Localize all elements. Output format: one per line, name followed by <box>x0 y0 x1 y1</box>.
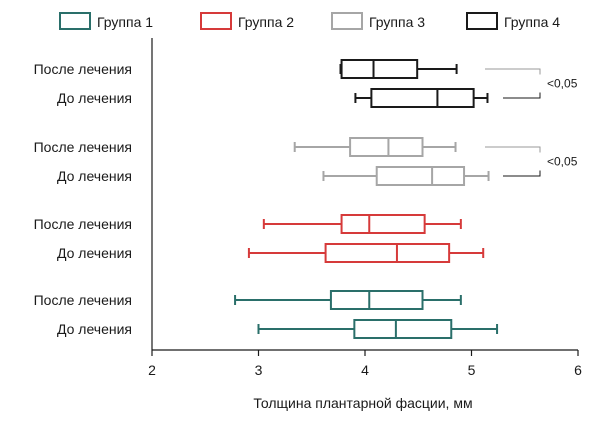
category-label: До лечения <box>57 90 132 106</box>
legend-item-3: Группа 3 <box>331 12 425 30</box>
p-value-label: <0,05 <box>547 155 578 169</box>
box-группа-1-после-лечения <box>234 290 462 310</box>
legend-swatch <box>59 12 91 30</box>
bracket-upper <box>485 68 541 75</box>
legend-item-1: Группа 1 <box>59 12 153 30</box>
p-value-label: <0,05 <box>547 77 578 91</box>
category-label: После лечения <box>34 61 132 77</box>
significance-brackets: <0,05 <0,05 <box>485 68 578 177</box>
box-группа-4-после-лечения <box>339 59 458 79</box>
iqr-box <box>375 166 466 186</box>
x-tick-label: 6 <box>574 362 582 378</box>
box-группа-3-после-лечения <box>293 137 457 157</box>
iqr-box <box>353 319 453 339</box>
legend-label: Группа 2 <box>238 14 294 30</box>
bracket-upper <box>485 146 541 153</box>
iqr-box <box>340 59 419 79</box>
legend-swatch <box>466 12 498 30</box>
boxes <box>234 59 499 339</box>
box-группа-4-до-лечения <box>354 88 489 108</box>
category-label: После лечения <box>34 292 132 308</box>
category-label: После лечения <box>34 139 132 155</box>
x-tick-label: 5 <box>468 362 476 378</box>
box-группа-3-до-лечения <box>322 166 490 186</box>
legend-item-2: Группа 2 <box>200 12 294 30</box>
significance-bracket: <0,05 <box>485 146 578 177</box>
category-label: После лечения <box>34 216 132 232</box>
category-label: До лечения <box>57 168 132 184</box>
iqr-box <box>329 290 424 310</box>
x-tick-label: 2 <box>148 362 156 378</box>
iqr-box <box>370 88 475 108</box>
iqr-box <box>340 214 426 234</box>
iqr-box <box>349 137 424 157</box>
x-axis-title: Толщина плантарной фасции, мм <box>253 395 472 411</box>
box-группа-2-после-лечения <box>262 214 462 234</box>
legend-label: Группа 1 <box>97 14 153 30</box>
legend-label: Группа 3 <box>369 14 425 30</box>
x-axis: 2 3 4 5 6 Толщина плантарной фасции, мм <box>148 38 582 411</box>
category-labels: После лечения До лечения После лечения До л… <box>34 61 132 337</box>
significance-bracket: <0,05 <box>485 68 578 99</box>
legend-swatch <box>331 12 363 30</box>
bracket-lower <box>503 170 541 177</box>
box-группа-2-до-лечения <box>247 243 485 263</box>
category-label: До лечения <box>57 321 132 337</box>
legend-label: Группа 4 <box>504 14 560 30</box>
x-tick-label: 4 <box>361 362 369 378</box>
box-группа-1-до-лечения <box>257 319 499 339</box>
legend-swatch <box>200 12 232 30</box>
category-label: До лечения <box>57 245 132 261</box>
legend: Группа 1 Группа 2 Группа 3 Группа 4 <box>59 12 560 30</box>
legend-item-4: Группа 4 <box>466 12 560 30</box>
x-tick-label: 3 <box>255 362 263 378</box>
bracket-lower <box>503 92 541 99</box>
iqr-box <box>324 243 451 263</box>
